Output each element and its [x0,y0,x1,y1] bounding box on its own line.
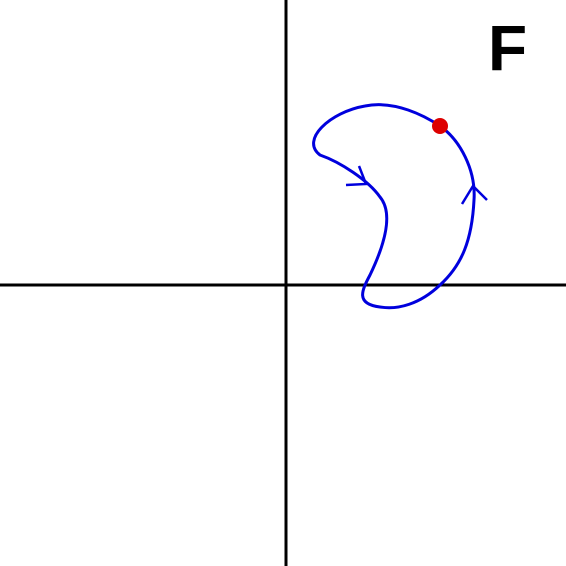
panel-label: F [488,12,527,84]
direction-arrow-left-icon [345,165,368,187]
marker-point [432,118,448,134]
closed-trajectory-curve [312,103,476,310]
direction-arrow-right-icon [460,183,488,205]
